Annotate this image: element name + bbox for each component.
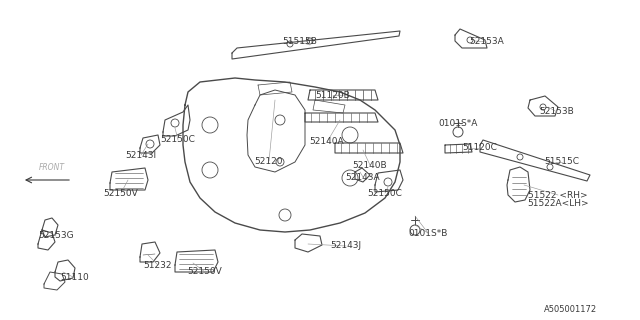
Text: 52150C: 52150C	[367, 188, 403, 197]
Text: 52153B: 52153B	[540, 108, 574, 116]
Text: 51120C: 51120C	[463, 143, 497, 153]
Text: 51522A<LH>: 51522A<LH>	[527, 198, 589, 207]
Text: 51232: 51232	[144, 260, 172, 269]
Text: 52120: 52120	[255, 156, 284, 165]
Text: 51515C: 51515C	[545, 157, 579, 166]
Text: 0101S*A: 0101S*A	[438, 119, 477, 129]
Text: 51515B: 51515B	[283, 37, 317, 46]
Text: 52153G: 52153G	[38, 231, 74, 241]
Text: 52150V: 52150V	[104, 188, 138, 197]
Text: 52143A: 52143A	[346, 172, 380, 181]
Text: 52150V: 52150V	[188, 268, 222, 276]
Text: 52140B: 52140B	[353, 161, 387, 170]
Text: 52150C: 52150C	[161, 135, 195, 145]
Text: 52143I: 52143I	[125, 150, 157, 159]
Text: 52143J: 52143J	[330, 242, 362, 251]
Text: A505001172: A505001172	[543, 306, 596, 315]
Text: 52153A: 52153A	[470, 37, 504, 46]
Text: 51110: 51110	[61, 274, 90, 283]
Text: 51522 <RH>: 51522 <RH>	[528, 190, 588, 199]
Text: 0101S*B: 0101S*B	[408, 228, 448, 237]
Text: FRONT: FRONT	[39, 163, 65, 172]
Text: 52140A: 52140A	[310, 138, 344, 147]
Text: 51120B: 51120B	[316, 92, 350, 100]
